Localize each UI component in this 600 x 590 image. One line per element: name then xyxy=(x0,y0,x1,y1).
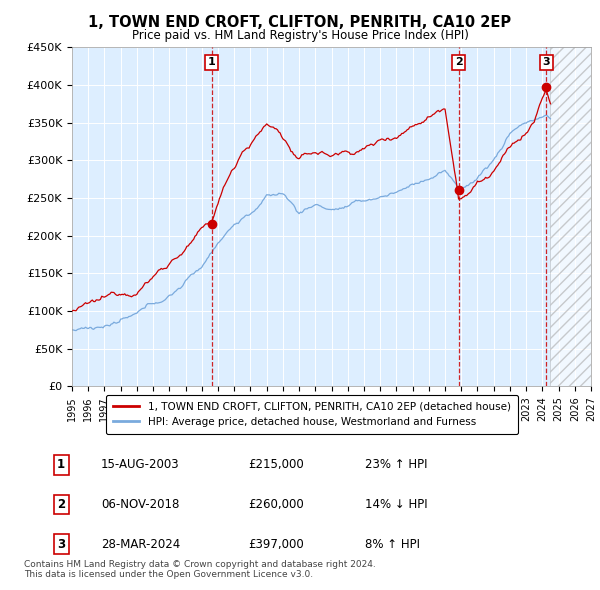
Text: 2: 2 xyxy=(57,498,65,511)
Text: 28-MAR-2024: 28-MAR-2024 xyxy=(101,537,180,550)
Text: 3: 3 xyxy=(542,57,550,67)
Text: 14% ↓ HPI: 14% ↓ HPI xyxy=(365,498,427,511)
Text: Price paid vs. HM Land Registry's House Price Index (HPI): Price paid vs. HM Land Registry's House … xyxy=(131,30,469,42)
Text: £397,000: £397,000 xyxy=(248,537,304,550)
Text: £215,000: £215,000 xyxy=(248,458,304,471)
Text: 1: 1 xyxy=(57,458,65,471)
Text: 1: 1 xyxy=(208,57,215,67)
Text: 06-NOV-2018: 06-NOV-2018 xyxy=(101,498,179,511)
Bar xyxy=(550,47,591,386)
Text: £260,000: £260,000 xyxy=(248,498,304,511)
Text: 1, TOWN END CROFT, CLIFTON, PENRITH, CA10 2EP: 1, TOWN END CROFT, CLIFTON, PENRITH, CA1… xyxy=(88,15,512,30)
Text: 23% ↑ HPI: 23% ↑ HPI xyxy=(365,458,427,471)
Text: Contains HM Land Registry data © Crown copyright and database right 2024.
This d: Contains HM Land Registry data © Crown c… xyxy=(24,560,376,579)
Text: 15-AUG-2003: 15-AUG-2003 xyxy=(101,458,179,471)
Text: 8% ↑ HPI: 8% ↑ HPI xyxy=(365,537,420,550)
Legend: 1, TOWN END CROFT, CLIFTON, PENRITH, CA10 2EP (detached house), HPI: Average pri: 1, TOWN END CROFT, CLIFTON, PENRITH, CA1… xyxy=(106,395,518,434)
Text: 2: 2 xyxy=(455,57,463,67)
Text: 3: 3 xyxy=(57,537,65,550)
